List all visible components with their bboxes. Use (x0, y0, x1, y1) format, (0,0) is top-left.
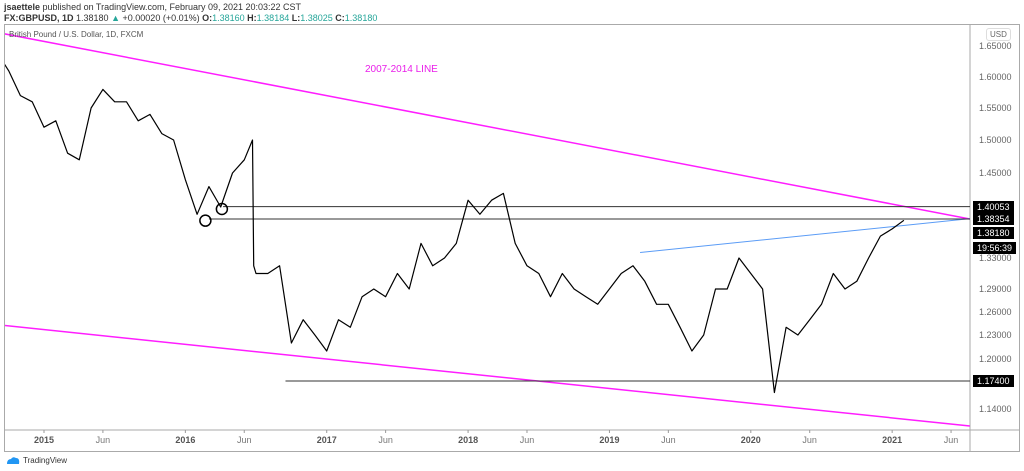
price-label: 1.17400 (973, 375, 1014, 387)
open-label: O: (202, 13, 213, 23)
symbol[interactable]: FX:GBPUSD, 1D (4, 13, 74, 23)
last-price: 1.38180 (76, 13, 109, 23)
tradingview-logo-icon (7, 457, 20, 464)
time-tick: Jun (943, 435, 959, 445)
price-tick: 1.20000 (979, 354, 1012, 364)
price-label: 1.38354 (973, 212, 1014, 225)
countdown-label: 19:56:39 (973, 242, 1017, 254)
close-value: 1.38180 (344, 13, 378, 23)
low-label: L: (291, 13, 301, 23)
publish-text: published on TradingView.com, February 0… (42, 2, 302, 12)
time-tick: 2017 (316, 435, 337, 445)
high-label: H: (247, 13, 257, 23)
trendline-annotation: 2007-2014 LINE (365, 64, 438, 75)
symbol-info: FX:GBPUSD, 1D 1.38180 ▲ +0.00020 (+0.01%… (4, 13, 377, 23)
circle-marker (199, 214, 212, 227)
close-label: C: (335, 13, 345, 23)
price-series (5, 63, 905, 394)
time-tick: Jun (236, 435, 252, 445)
time-tick: Jun (519, 435, 535, 445)
chart-legend: British Pound / U.S. Dollar, 1D, FXCM (9, 30, 144, 39)
time-tick: 2019 (599, 435, 620, 445)
time-tick: Jun (378, 435, 393, 445)
time-tick: 2021 (882, 435, 903, 445)
price-tick: 1.65000 (979, 41, 1012, 51)
price-tick: 1.33000 (979, 253, 1012, 263)
footer: TradingView (6, 456, 67, 465)
publish-info: jsaettele published on TradingView.com, … (4, 2, 301, 12)
circle-marker (215, 202, 229, 216)
price-tick: 1.23000 (979, 330, 1012, 340)
time-tick: Jun (95, 435, 111, 445)
time-tick: 2020 (740, 435, 761, 445)
price-label: 1.38180 (973, 227, 1014, 240)
triangle-up-icon: ▲ (111, 13, 121, 23)
chart-frame (4, 24, 1020, 452)
price-tick: 1.26000 (979, 307, 1012, 317)
author[interactable]: jsaettele (4, 2, 41, 12)
price-tick: 1.60000 (979, 72, 1012, 82)
time-tick: Jun (661, 435, 676, 445)
high-value: 1.38184 (256, 13, 290, 23)
open-value: 1.38160 (212, 13, 245, 23)
trendline-blue (640, 218, 970, 254)
low-value: 1.38025 (300, 13, 333, 23)
time-tick: Jun (802, 435, 817, 445)
time-tick: 2016 (175, 435, 196, 445)
price-tick: 1.14000 (979, 404, 1012, 414)
trendline-lower (5, 324, 970, 427)
time-tick: 2018 (458, 435, 479, 445)
price-label: 1.40053 (973, 200, 1014, 213)
change: +0.00020 (+0.01%) (122, 13, 200, 23)
price-tick: 1.29000 (979, 284, 1012, 294)
tradingview-logo[interactable]: TradingView (23, 456, 68, 465)
currency-button[interactable]: USD (986, 28, 1011, 41)
price-tick: 1.45000 (979, 168, 1012, 178)
time-tick: 2015 (33, 435, 55, 445)
trendline-upper (5, 33, 970, 220)
price-tick: 1.50000 (979, 135, 1012, 145)
price-tick: 1.55000 (979, 103, 1012, 113)
